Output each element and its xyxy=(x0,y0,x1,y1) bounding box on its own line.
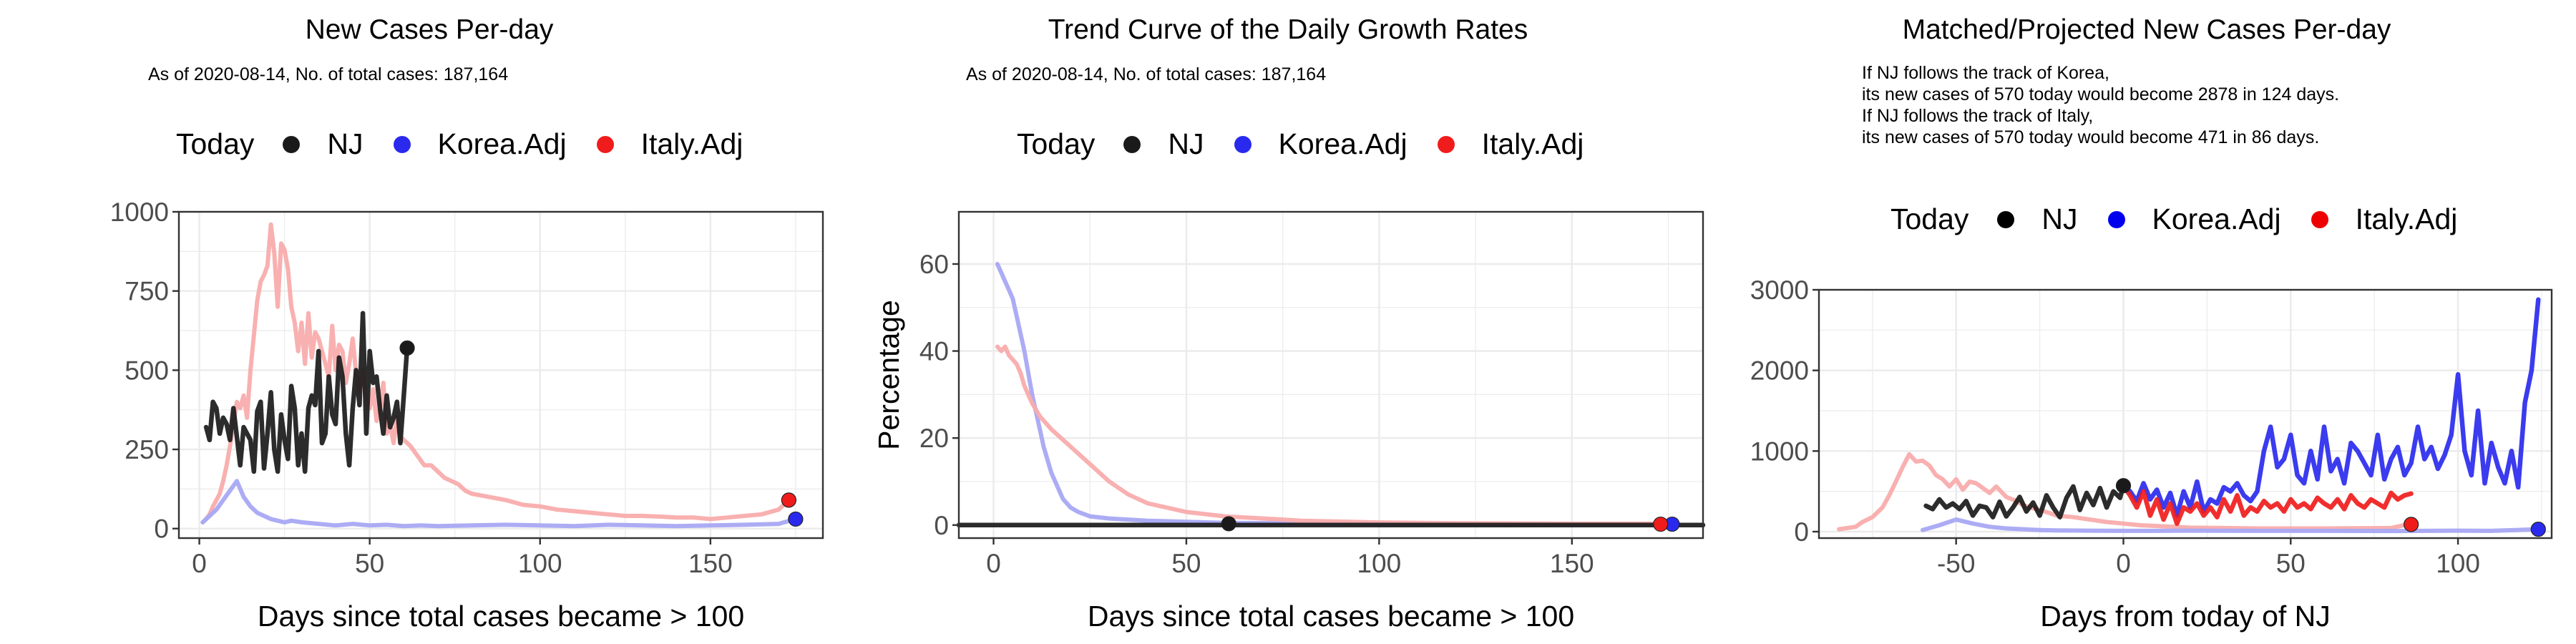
today-point-nj xyxy=(399,340,415,356)
series-line-italy-adj xyxy=(995,344,1663,526)
x-tick-label: 100 xyxy=(1357,549,1401,578)
x-tick-label: -50 xyxy=(1937,549,1975,578)
legend-item-korea: Korea.Adj xyxy=(393,127,567,161)
y-tick-label: 0 xyxy=(1794,517,1809,547)
legend-swatch-nj xyxy=(1997,210,2015,228)
y-tick-label: 1000 xyxy=(1750,436,1809,466)
legend-swatch-italy xyxy=(2311,210,2328,228)
today-point-nj xyxy=(2115,478,2132,494)
today-point-nj xyxy=(1221,516,1236,532)
legend-swatch-nj xyxy=(1123,135,1141,153)
legend-label-korea: Korea.Adj xyxy=(437,127,567,160)
x-axis-label: Days since total cases became > 100 xyxy=(1088,600,1574,633)
y-tick-label: 60 xyxy=(919,250,949,279)
today-point-italy-adj xyxy=(1653,516,1669,532)
today-point-korea-adj xyxy=(788,511,804,527)
legend-label-italy: Italy.Adj xyxy=(640,127,743,160)
legend-item-nj: NJ xyxy=(1123,127,1204,161)
y-tick-label: 0 xyxy=(934,511,949,540)
legend-swatch-nj xyxy=(283,135,301,153)
projection-note-4: its new cases of 570 today would become … xyxy=(1862,127,2320,147)
legend-label-nj: NJ xyxy=(1168,127,1204,160)
chart-legend: Today NJ Korea.Adj Italy.Adj xyxy=(176,127,773,161)
x-tick-label: 0 xyxy=(986,549,1001,578)
panel-growth-rates: Trend Curve of the Daily Growth Rates As… xyxy=(859,0,1717,644)
series-line-nj xyxy=(203,311,410,474)
legend-item-korea: Korea.Adj xyxy=(1234,127,1407,161)
panel-projected-cases: Matched/Projected New Cases Per-day If N… xyxy=(1717,0,2576,644)
x-tick-label: 150 xyxy=(1550,549,1594,578)
legend-swatch-italy xyxy=(1437,135,1455,153)
legend-swatch-korea xyxy=(1234,135,1252,153)
legend-label-korea: Korea.Adj xyxy=(2152,203,2281,235)
x-tick-label: 150 xyxy=(688,549,733,578)
panel-new-cases: New Cases Per-day As of 2020-08-14, No. … xyxy=(0,0,859,644)
plot-border xyxy=(957,210,1704,540)
projection-note-2: its new cases of 570 today would become … xyxy=(1862,84,2340,104)
x-tick-label: 0 xyxy=(2116,549,2131,578)
y-tick-label: 500 xyxy=(125,356,169,385)
chart-legend: Today NJ Korea.Adj Italy.Adj xyxy=(1890,203,2487,236)
projection-note-1: If NJ follows the track of Korea, xyxy=(1862,63,2109,83)
legend-label-italy: Italy.Adj xyxy=(2355,203,2458,235)
chart-title: Matched/Projected New Cases Per-day xyxy=(1902,14,2391,45)
series-line-korea-adj xyxy=(200,479,798,529)
y-tick-label: 750 xyxy=(125,277,169,306)
legend-item-italy: Italy.Adj xyxy=(1437,127,1584,161)
series-line-korea-adj xyxy=(2121,297,2541,518)
series-line-italy-adj xyxy=(2121,483,2414,526)
chart-growth-rates: 0 50 100 150 0 20 40 60 Days since total cases b… xyxy=(872,210,1706,633)
legend-swatch-italy xyxy=(596,135,614,153)
series-line-korea-adj xyxy=(995,262,1671,527)
y-tick-label: 1000 xyxy=(110,197,169,227)
legend-item-nj: NJ xyxy=(1997,203,2078,236)
legend-item-nj: NJ xyxy=(283,127,364,161)
x-tick-label: 50 xyxy=(2276,549,2306,578)
chart-title: New Cases Per-day xyxy=(305,14,554,45)
chart-subtitle: As of 2020-08-14, No. of total cases: 18… xyxy=(966,64,1327,84)
legend-title: Today xyxy=(1890,203,1969,235)
plot-border xyxy=(1818,288,2553,540)
y-tick-label: 0 xyxy=(154,514,169,544)
today-point-korea-adj xyxy=(2530,522,2546,537)
legend-item-italy: Italy.Adj xyxy=(596,127,743,161)
legend-label-nj: NJ xyxy=(2041,203,2078,235)
legend-label-nj: NJ xyxy=(327,127,364,160)
x-tick-label: 50 xyxy=(355,549,384,578)
series-line-italy-adj xyxy=(200,222,791,525)
x-tick-label: 100 xyxy=(518,549,562,578)
legend-item-korea: Korea.Adj xyxy=(2107,203,2281,236)
projection-note-3: If NJ follows the track of Italy, xyxy=(1862,106,2094,126)
x-axis-label: Days from today of NJ xyxy=(2040,600,2331,633)
today-point-italy-adj xyxy=(781,492,796,508)
legend-title: Today xyxy=(176,127,255,160)
series-line-korea-adj xyxy=(1920,517,2541,534)
legend-label-korea: Korea.Adj xyxy=(1278,127,1407,160)
y-tick-label: 2000 xyxy=(1750,356,1809,386)
series-line-nj xyxy=(1923,483,2126,519)
legend-swatch-korea xyxy=(393,135,411,153)
y-tick-label: 250 xyxy=(125,435,169,464)
x-tick-label: 50 xyxy=(1171,549,1201,578)
plot-border xyxy=(177,210,824,540)
x-tick-label: 100 xyxy=(2436,549,2480,578)
y-tick-label: 3000 xyxy=(1750,275,1809,305)
y-tick-label: 40 xyxy=(919,337,949,366)
chart-title: Trend Curve of the Daily Growth Rates xyxy=(1048,14,1528,45)
chart-subtitle: As of 2020-08-14, No. of total cases: 18… xyxy=(148,64,509,84)
x-axis-label: Days since total cases became > 100 xyxy=(258,600,744,633)
legend-label-italy: Italy.Adj xyxy=(1481,127,1584,160)
chart-legend: Today NJ Korea.Adj Italy.Adj xyxy=(1017,127,1614,161)
x-tick-label: 0 xyxy=(192,549,207,578)
series-line-italy-adj xyxy=(1837,452,2410,532)
y-tick-label: 20 xyxy=(919,424,949,453)
chart-new-cases: 0 50 100 150 0 250 500 750 1000 Days since total … xyxy=(110,197,824,633)
y-axis-label: Percentage xyxy=(872,300,905,450)
legend-title: Today xyxy=(1017,127,1096,160)
legend-item-italy: Italy.Adj xyxy=(2311,203,2458,236)
today-point-italy-adj xyxy=(2404,517,2419,532)
legend-swatch-korea xyxy=(2107,210,2125,228)
